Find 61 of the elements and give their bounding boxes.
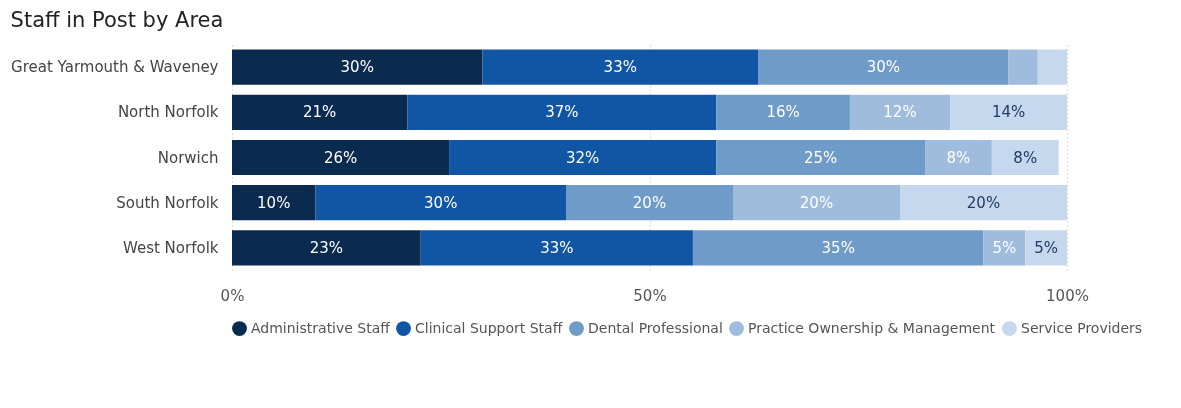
y-tick-label: Great Yarmouth & Waveney xyxy=(11,58,219,77)
y-tick-label: Norwich xyxy=(157,148,219,167)
data-label: 30% xyxy=(340,58,374,77)
x-tick-label: 0% xyxy=(220,286,245,305)
data-label: 20% xyxy=(966,193,1001,212)
data-label: 20% xyxy=(799,193,834,212)
data-label: 33% xyxy=(603,58,637,77)
legend-label: Clinical Support Staff xyxy=(415,319,563,336)
legend-label: Dental Professional xyxy=(588,319,723,336)
bar xyxy=(900,185,1067,221)
data-label: 33% xyxy=(540,238,574,257)
data-label: 35% xyxy=(821,238,855,257)
y-tick-label: South Norfolk xyxy=(116,193,219,212)
data-label: 8% xyxy=(946,148,971,167)
data-label: 20% xyxy=(632,193,667,212)
bar xyxy=(849,94,951,130)
data-label: 30% xyxy=(424,193,458,212)
bar xyxy=(232,230,421,266)
legend-label: Service Providers xyxy=(1021,319,1143,336)
bar xyxy=(1037,49,1067,85)
x-tick-label: 100% xyxy=(1046,286,1089,305)
x-tick-label: 50% xyxy=(633,286,667,305)
data-label: 5% xyxy=(992,238,1017,257)
bar xyxy=(566,185,733,221)
data-label: 37% xyxy=(545,103,579,122)
bar xyxy=(232,185,316,221)
data-label: 25% xyxy=(804,148,838,167)
bar xyxy=(692,230,984,266)
bar xyxy=(232,49,483,85)
bar xyxy=(991,139,1059,176)
bar xyxy=(232,94,408,130)
data-label: 23% xyxy=(309,238,344,257)
bar xyxy=(925,139,992,176)
bar xyxy=(407,94,717,130)
data-label: 30% xyxy=(866,58,900,77)
bar xyxy=(315,185,566,221)
data-label: 5% xyxy=(1034,238,1059,257)
y-tick-label: North Norfolk xyxy=(117,103,219,122)
bar xyxy=(420,230,693,266)
data-label: 26% xyxy=(323,148,358,167)
bar xyxy=(733,185,900,221)
legend-label: Administrative Staff xyxy=(251,319,391,336)
bar xyxy=(1008,49,1038,85)
data-label: 10% xyxy=(257,193,291,212)
bar xyxy=(716,94,850,130)
bar xyxy=(716,139,926,176)
legend-label: Practice Ownership & Management xyxy=(748,319,996,336)
bar xyxy=(232,139,450,176)
data-label: 21% xyxy=(303,103,337,122)
bar xyxy=(758,49,1009,85)
data-label: 16% xyxy=(766,103,800,122)
data-label: 12% xyxy=(883,103,917,122)
data-label: 32% xyxy=(566,148,600,167)
bar xyxy=(449,139,717,176)
bar xyxy=(950,94,1067,130)
y-tick-label: West Norfolk xyxy=(122,238,219,257)
data-label: 14% xyxy=(991,103,1026,122)
chart-title: Staff in Post by Area xyxy=(10,8,224,32)
bar xyxy=(1025,230,1067,266)
data-label: 8% xyxy=(1013,148,1038,167)
bar xyxy=(482,49,759,85)
